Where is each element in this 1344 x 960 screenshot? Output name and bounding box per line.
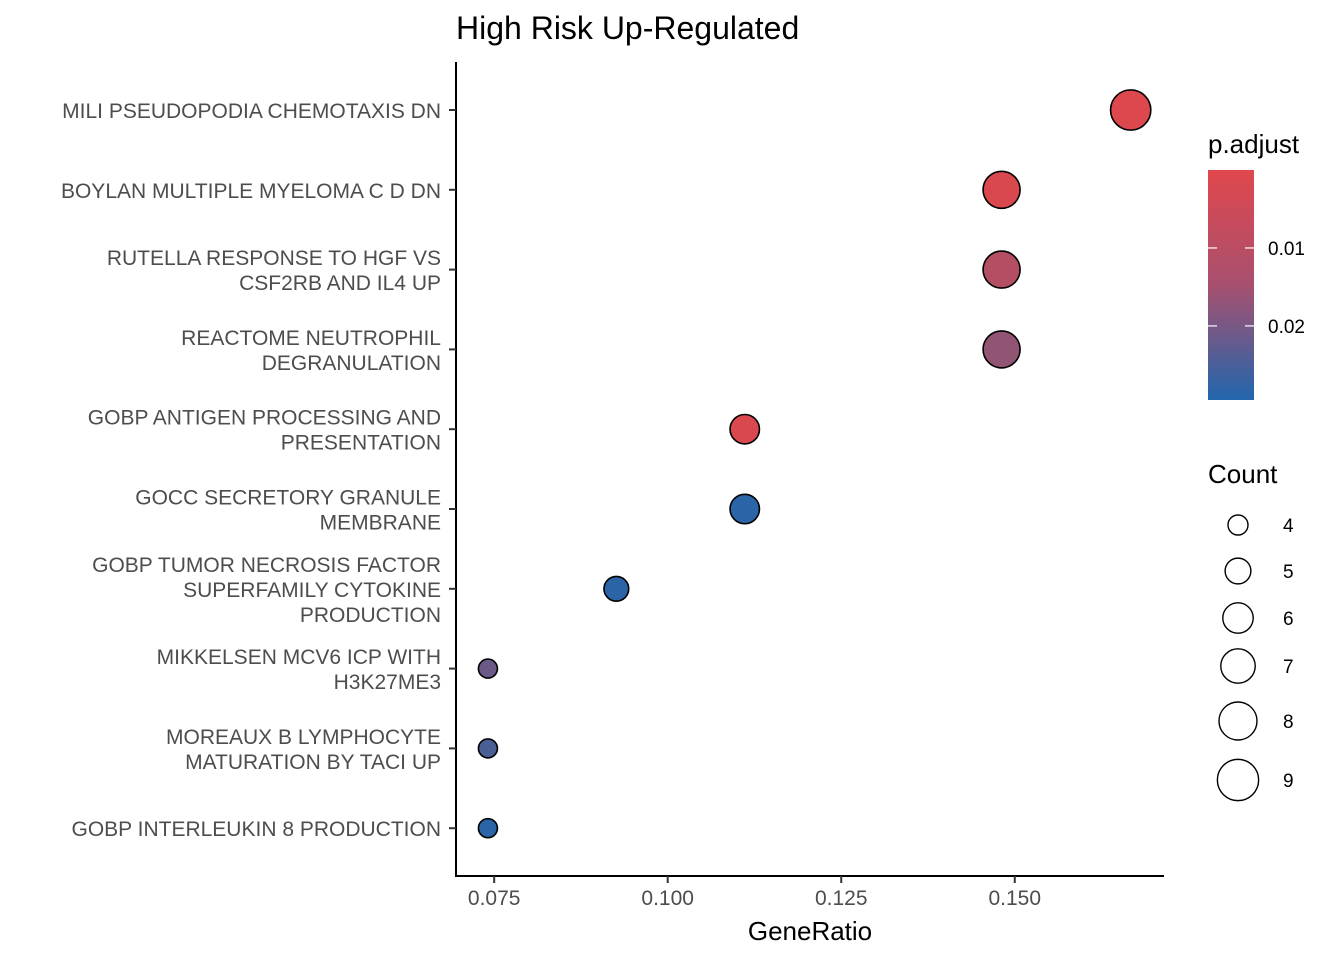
data-point	[477, 817, 499, 839]
size-legend-key	[1220, 648, 1256, 684]
data-point	[729, 493, 761, 525]
x-axis-title: GeneRatio	[748, 916, 872, 946]
category-label: GOBP INTERLEUKIN 8 PRODUCTION	[71, 818, 441, 841]
data-point	[982, 250, 1021, 289]
data-point	[1109, 89, 1152, 131]
size-legend-label: 5	[1283, 562, 1294, 583]
category-label: REACTOME NEUTROPHIL DEGRANULATION	[181, 327, 441, 375]
data-point	[729, 413, 761, 445]
y-axis-labels: MILI PSEUDOPODIA CHEMOTAXIS DN BOYLAN MUL…	[61, 100, 441, 841]
size-legend-label: 4	[1283, 516, 1294, 537]
category-label: RUTELLA RESPONSE TO HGF VS CSF2RB AND IL4…	[107, 247, 441, 295]
size-legend: Count 4 5 6 7 8 9	[1208, 459, 1294, 802]
data-point	[477, 738, 499, 759]
chart-title: High Risk Up-Regulated	[456, 10, 799, 46]
x-tick-label: 0.125	[815, 887, 868, 910]
x-tick-label: 0.100	[641, 887, 694, 910]
data-point	[982, 330, 1021, 369]
data-points	[477, 89, 1152, 839]
size-legend-key	[1222, 602, 1254, 634]
color-legend-bar	[1208, 170, 1254, 400]
color-legend: p.adjust 0.01 0.02	[1208, 129, 1305, 400]
size-legend-label: 6	[1283, 609, 1294, 630]
size-legend-title: Count	[1208, 459, 1278, 489]
size-legend-key	[1224, 557, 1252, 585]
size-legend-label: 7	[1283, 657, 1294, 678]
x-tick-label: 0.075	[468, 887, 521, 910]
plot-area: MILI PSEUDOPODIA CHEMOTAXIS DN BOYLAN MUL…	[61, 62, 1164, 910]
color-legend-label: 0.02	[1268, 317, 1305, 338]
size-legend-label: 9	[1283, 771, 1294, 792]
category-label: GOBP ANTIGEN PROCESSING AND PRESENTATION	[88, 407, 441, 455]
data-point	[982, 170, 1021, 210]
category-label: MIKKELSEN MCV6 ICP WITH H3K27ME3	[157, 646, 441, 694]
data-point	[477, 658, 499, 679]
category-label: BOYLAN MULTIPLE MYELOMA C D DN	[61, 180, 441, 203]
x-axis-ticks: 0.075 0.100 0.125 0.150	[468, 876, 1041, 910]
data-point	[603, 575, 630, 602]
category-label: GOCC SECRETORY GRANULE MEMBRANE	[135, 487, 441, 535]
size-legend-key	[1216, 758, 1260, 802]
color-legend-title: p.adjust	[1208, 129, 1300, 159]
size-legend-key	[1218, 701, 1258, 741]
color-legend-label: 0.01	[1268, 239, 1305, 260]
category-label: MOREAUX B LYMPHOCYTE MATURATION BY TACI U…	[166, 726, 441, 774]
x-tick-label: 0.150	[988, 887, 1041, 910]
category-label: GOBP TUMOR NECROSIS FACTOR SUPERFAMILY CY…	[92, 554, 441, 627]
category-label: MILI PSEUDOPODIA CHEMOTAXIS DN	[62, 100, 441, 123]
size-legend-key	[1227, 514, 1249, 536]
y-axis-ticks	[449, 109, 456, 830]
size-legend-label: 8	[1283, 712, 1294, 733]
